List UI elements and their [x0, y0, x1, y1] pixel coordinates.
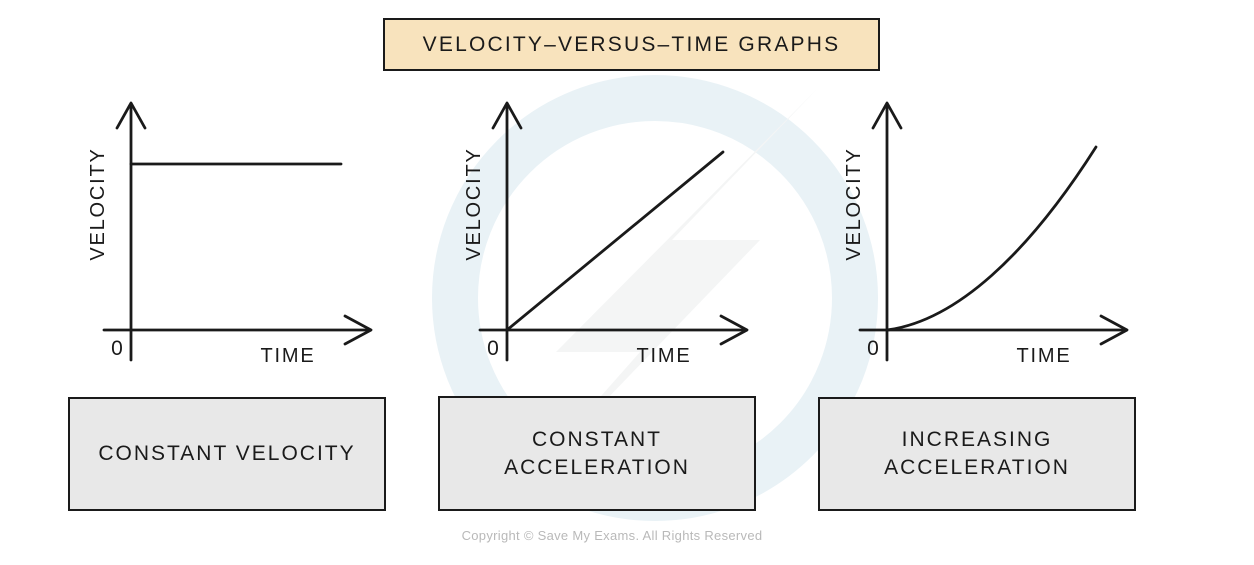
- y-axis-arrowhead-icon: [871, 101, 903, 130]
- x-axis-arrowhead-icon: [1099, 314, 1129, 346]
- title-banner: VELOCITY–VERSUS–TIME GRAPHS: [383, 18, 880, 71]
- y-axis-label: VELOCITY: [843, 147, 865, 260]
- watermark-lightning-bolt-icon: [502, 88, 818, 508]
- caption-label: CONSTANT ACCELERATION: [504, 427, 690, 479]
- origin-label: 0: [487, 337, 499, 360]
- x-axis-arrowhead-icon: [719, 314, 749, 346]
- x-axis-label: TIME: [637, 345, 692, 367]
- y-axis-arrowhead-icon: [491, 101, 523, 130]
- x-axis-label: TIME: [261, 345, 316, 367]
- caption-label: INCREASING ACCELERATION: [884, 428, 1070, 479]
- origin-label: 0: [867, 337, 879, 360]
- caption-box-increasing-acceleration: INCREASING ACCELERATION: [818, 397, 1136, 511]
- x-axis-arrowhead-icon: [343, 314, 373, 346]
- y-axis-label: VELOCITY: [463, 147, 485, 260]
- graph-constant-velocity-plot: VELOCITY TIME 0: [87, 101, 373, 367]
- caption-box-constant-acceleration: CONSTANT ACCELERATION: [438, 396, 756, 511]
- graph-constant-velocity: VELOCITY TIME 0: [60, 92, 390, 382]
- velocity-curve-linear: [505, 150, 725, 332]
- caption-box-constant-velocity: CONSTANT VELOCITY: [68, 397, 386, 511]
- copyright-text: Copyright © Save My Exams. All Rights Re…: [461, 528, 763, 543]
- graph-increasing-acceleration-plot: VELOCITY TIME 0: [843, 101, 1129, 367]
- x-axis-label: TIME: [1017, 345, 1072, 367]
- origin-label: 0: [111, 337, 123, 360]
- velocity-curve-concave-up: [885, 145, 1098, 332]
- y-axis-label: VELOCITY: [87, 147, 109, 260]
- graph-constant-acceleration-plot: VELOCITY TIME 0: [463, 101, 749, 367]
- graph-constant-acceleration: VELOCITY TIME 0: [436, 92, 766, 382]
- graph-increasing-acceleration: VELOCITY TIME 0: [816, 92, 1146, 382]
- caption-label: CONSTANT VELOCITY: [98, 442, 356, 465]
- y-axis-arrowhead-icon: [115, 101, 147, 130]
- page-title: VELOCITY–VERSUS–TIME GRAPHS: [422, 32, 841, 56]
